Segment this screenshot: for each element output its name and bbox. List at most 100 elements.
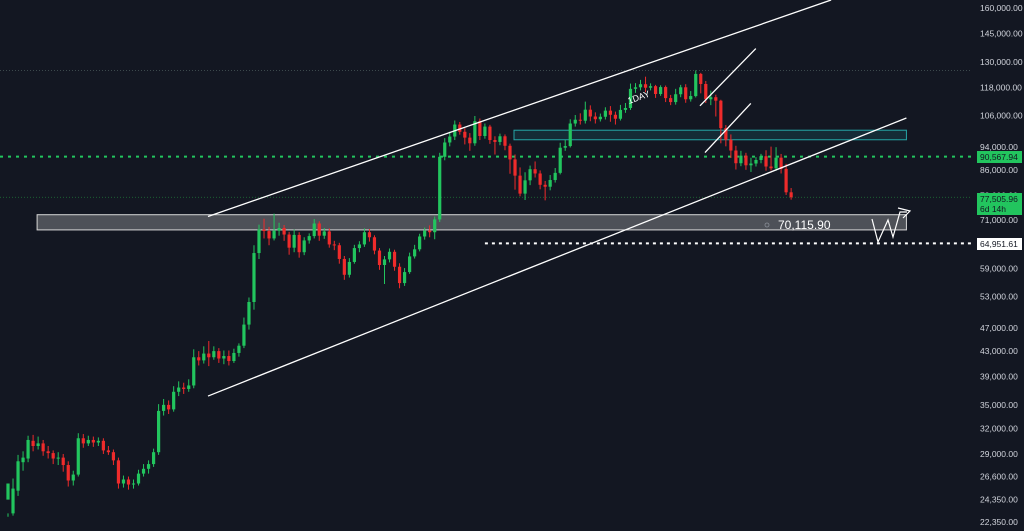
candle-body: [337, 245, 341, 259]
candle-body: [71, 474, 75, 481]
candle: [684, 84, 688, 103]
candle-body: [167, 404, 171, 410]
candlestick-series: [6, 70, 793, 517]
candle-body: [282, 228, 286, 235]
candle-body: [438, 156, 442, 220]
zone-label-marker: [764, 222, 770, 228]
candle: [21, 451, 25, 471]
candle: [483, 123, 487, 139]
candle-body: [342, 258, 346, 275]
candle: [207, 340, 211, 367]
candle: [36, 436, 40, 450]
price-axis-tick-label: 53,000.00: [980, 292, 1018, 302]
price-axis-tick-label: 22,350.00: [980, 517, 1018, 527]
candle-body: [664, 87, 668, 99]
candle-body: [397, 266, 402, 284]
candle-body: [101, 440, 105, 451]
candle: [468, 133, 472, 151]
candle: [397, 263, 402, 289]
candle-body: [172, 391, 176, 410]
price-axis[interactable]: 160,000.00 145,000.00 130,000.00 118,000.00…: [980, 3, 1023, 527]
candle-body: [408, 256, 412, 273]
price-axis-tick-label: 71,000.00: [980, 215, 1018, 225]
candle: [568, 119, 572, 148]
candle-body: [789, 192, 793, 198]
candle-body: [21, 457, 25, 463]
candle-body: [277, 228, 281, 231]
candle-body: [157, 410, 161, 453]
candle-body: [553, 172, 557, 181]
candle: [709, 90, 713, 106]
candle: [769, 146, 773, 171]
candle: [71, 470, 75, 486]
candle-body: [202, 353, 206, 361]
candle: [242, 317, 246, 349]
candle-body: [187, 385, 191, 389]
candle-body: [347, 261, 351, 275]
candle-body: [6, 483, 10, 500]
candle: [774, 147, 778, 171]
candle: [151, 448, 156, 467]
candle: [538, 170, 542, 190]
candle-body: [121, 479, 126, 484]
candle-body: [31, 440, 35, 447]
candle-body: [679, 87, 683, 95]
candle: [408, 252, 412, 274]
candle-body: [523, 180, 527, 194]
candle: [643, 76, 648, 93]
candle: [367, 229, 372, 242]
candle: [648, 83, 653, 91]
candle-body: [714, 97, 718, 101]
candle-body: [297, 234, 301, 253]
price-axis-tick-label: 59,000.00: [980, 264, 1018, 274]
candle-body: [217, 351, 221, 359]
price-axis-tick-label: 106,000.00: [980, 111, 1023, 121]
candle: [593, 112, 597, 124]
candle: [674, 88, 678, 105]
candle-body: [568, 123, 572, 147]
candle: [402, 268, 407, 286]
candle: [111, 449, 116, 466]
candle-body: [759, 156, 763, 160]
candle: [628, 83, 633, 110]
candle-body: [779, 157, 783, 169]
candle-body: [558, 147, 562, 173]
candle-body: [709, 97, 713, 100]
candle: [729, 134, 733, 158]
candle: [51, 450, 55, 465]
last-price-countdown: 6d 14h: [980, 204, 1006, 214]
candle-body: [769, 166, 773, 169]
candle-body: [227, 356, 231, 362]
candle: [252, 245, 256, 310]
candle-body: [146, 464, 151, 469]
candle: [694, 70, 698, 98]
price-axis-tick-label: 32,000.00: [980, 423, 1018, 433]
zone-label-text: 70,115.90: [778, 218, 831, 232]
projected-path-arrowhead: [897, 207, 912, 219]
candle-body: [212, 351, 216, 358]
candle-body: [588, 109, 592, 117]
candle-body: [593, 116, 597, 120]
candle: [257, 224, 261, 259]
candle: [116, 457, 121, 489]
price-axis-tick-label: 47,000.00: [980, 323, 1018, 333]
candle: [623, 103, 628, 113]
candle-body: [418, 236, 422, 250]
candle-body: [197, 357, 201, 361]
candle-body: [61, 457, 65, 466]
candle-body: [648, 86, 653, 88]
candle-body: [458, 124, 462, 132]
candle-body: [563, 146, 567, 148]
candle: [337, 242, 341, 264]
candle-body: [428, 230, 432, 233]
candle: [699, 72, 703, 94]
candle-body: [16, 461, 20, 491]
candle: [167, 400, 171, 414]
candle-body: [46, 451, 50, 454]
candle: [357, 241, 361, 253]
candle: [653, 84, 658, 98]
candle-body: [784, 168, 788, 193]
candle-body: [669, 98, 673, 103]
support-zone: [36, 214, 907, 231]
